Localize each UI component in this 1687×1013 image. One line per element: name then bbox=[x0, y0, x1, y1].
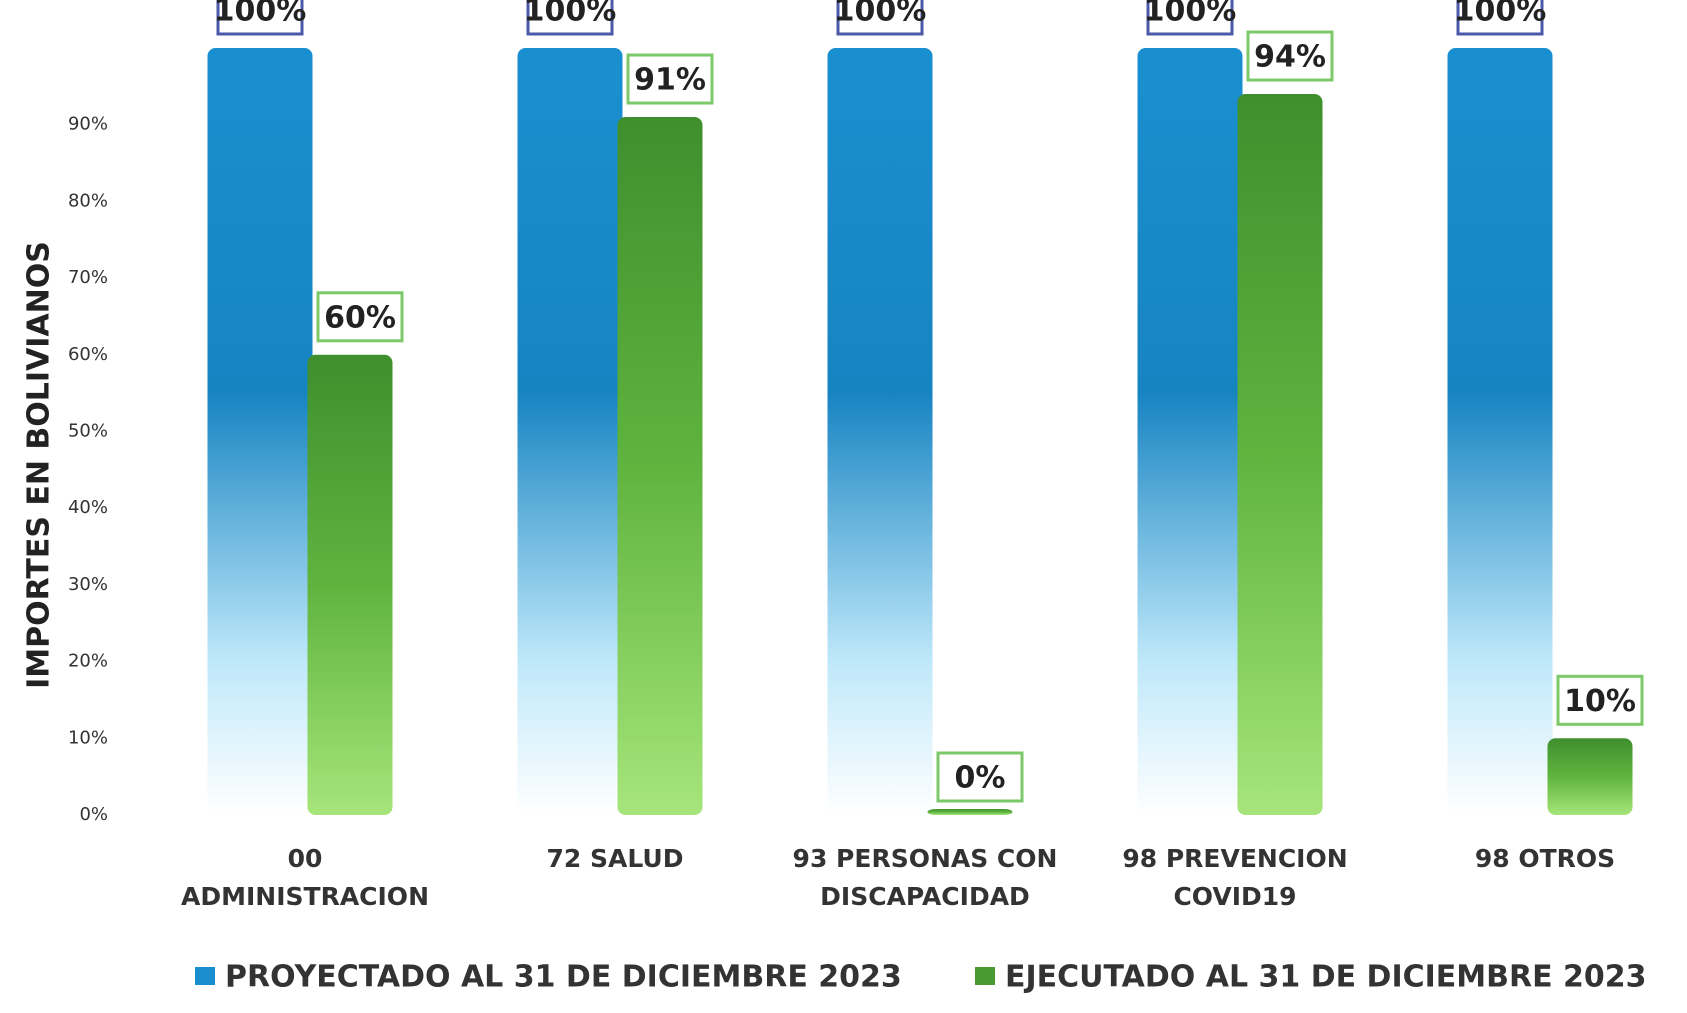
legend-label: PROYECTADO AL 31 DE DICIEMBRE 2023 bbox=[225, 960, 902, 995]
value-label: 100% bbox=[524, 0, 617, 29]
bar bbox=[517, 48, 623, 815]
y-tick-label: 90% bbox=[68, 114, 108, 135]
legend-swatch bbox=[195, 967, 215, 985]
value-label: 100% bbox=[214, 0, 307, 29]
y-tick-label: 0% bbox=[79, 804, 108, 825]
value-label: 91% bbox=[634, 63, 706, 98]
x-tick-label: 00 ADMINISTRACION bbox=[181, 844, 429, 911]
y-tick-label: 50% bbox=[68, 421, 108, 442]
y-tick-label: 40% bbox=[68, 497, 108, 518]
y-axis-label: IMPORTES EN BOLIVIANOS bbox=[22, 241, 57, 689]
value-label-box bbox=[836, 0, 924, 36]
bar bbox=[927, 809, 1013, 815]
y-tick-label: 30% bbox=[68, 574, 108, 595]
bar bbox=[617, 117, 703, 815]
y-tick-label: 20% bbox=[68, 651, 108, 672]
x-tick-label: 98 PREVENCION COVID19 bbox=[1122, 844, 1348, 911]
value-label: 60% bbox=[324, 300, 396, 335]
value-label-box bbox=[316, 291, 404, 343]
value-label: 94% bbox=[1254, 40, 1326, 75]
value-label: 100% bbox=[1144, 0, 1237, 29]
value-label-box bbox=[1556, 674, 1644, 726]
value-label: 10% bbox=[1564, 684, 1636, 719]
bar bbox=[1447, 48, 1553, 815]
value-label-box bbox=[1246, 30, 1334, 82]
y-tick-label: 70% bbox=[68, 267, 108, 288]
bar bbox=[1547, 738, 1633, 815]
x-tick-label: 93 PERSONAS CON DISCAPACIDAD bbox=[792, 844, 1058, 911]
y-tick-label: 80% bbox=[68, 190, 108, 211]
bar bbox=[827, 48, 933, 815]
value-label-box bbox=[216, 0, 304, 36]
bar bbox=[1137, 48, 1243, 815]
x-tick-label: 72 SALUD bbox=[546, 844, 684, 873]
bar bbox=[307, 354, 393, 815]
y-tick-label: 10% bbox=[68, 727, 108, 748]
value-label-box bbox=[1146, 0, 1234, 36]
value-label-box bbox=[1456, 0, 1544, 36]
y-tick-label: 60% bbox=[68, 344, 108, 365]
value-label-box bbox=[936, 751, 1024, 803]
value-label: 100% bbox=[834, 0, 927, 29]
legend-label: EJECUTADO AL 31 DE DICIEMBRE 2023 bbox=[1005, 960, 1647, 995]
x-tick-label: 98 OTROS bbox=[1474, 844, 1616, 873]
value-label-box bbox=[526, 0, 614, 36]
bar bbox=[1237, 94, 1323, 815]
value-label-box bbox=[626, 53, 714, 105]
bar bbox=[207, 48, 313, 815]
legend-swatch bbox=[975, 967, 995, 985]
value-label: 0% bbox=[955, 761, 1006, 796]
value-label: 100% bbox=[1454, 0, 1547, 29]
